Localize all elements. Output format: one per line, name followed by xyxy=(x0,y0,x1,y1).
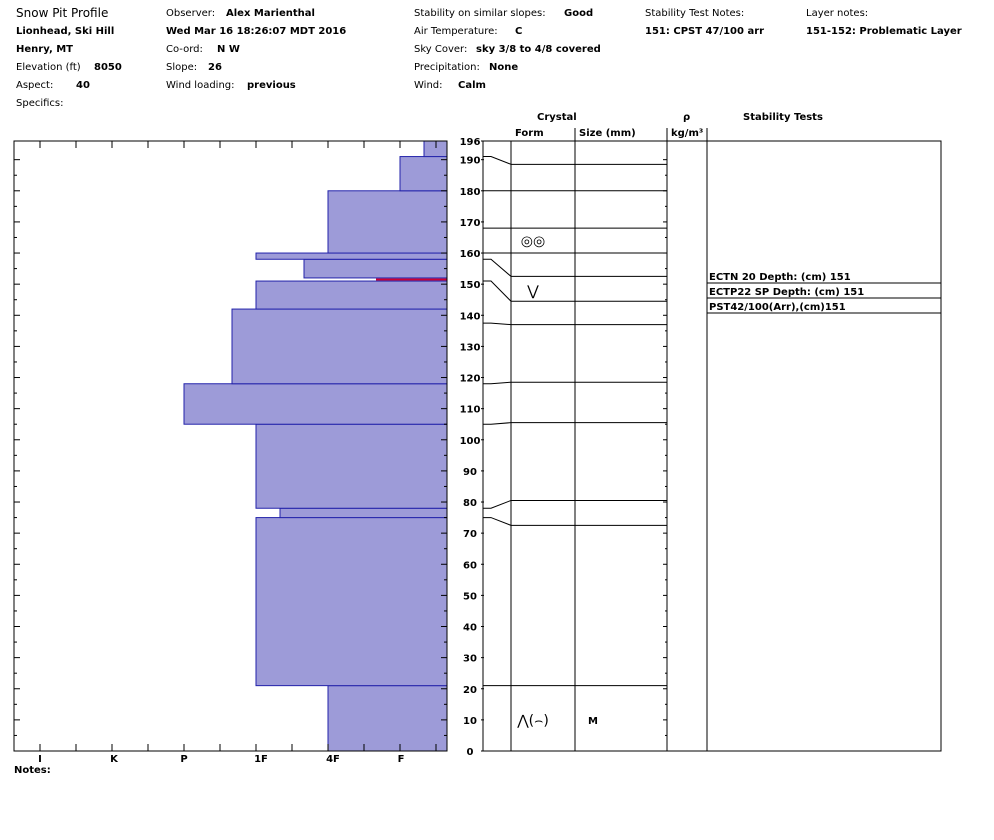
stability-test-text: PST42/100(Arr),(cm)151 xyxy=(709,302,846,313)
hardness-tick-label: K xyxy=(110,754,119,765)
density-unit: kg/m³ xyxy=(671,128,704,139)
location-text: Lionhead, Ski Hill xyxy=(16,26,115,37)
hardness-bar xyxy=(279,507,448,519)
stability-test-text: ECTP22 SP Depth: (cm) 151 xyxy=(709,287,864,298)
depth-label: 60 xyxy=(463,560,477,571)
crystal-header: Crystal xyxy=(537,112,577,123)
hardness-bar xyxy=(327,190,448,254)
stability-label: Stability on similar slopes: xyxy=(414,8,546,19)
slope-value: 26 xyxy=(208,62,222,73)
depth-label: 130 xyxy=(460,342,481,353)
depth-label: 30 xyxy=(463,654,477,665)
depth-label: 160 xyxy=(460,249,481,260)
aspect-label: Aspect: xyxy=(16,80,54,91)
coord-value: N W xyxy=(217,44,240,55)
layer-connector xyxy=(483,517,512,526)
sky-value: sky 3/8 to 4/8 covered xyxy=(476,44,601,55)
depth-label: 110 xyxy=(460,405,481,416)
slope-label: Slope: xyxy=(166,62,198,73)
hardness-bar xyxy=(327,685,448,752)
region-text: Henry, MT xyxy=(16,44,73,55)
stability-tests-header: Stability Tests xyxy=(743,112,823,123)
precip-label: Precipitation: xyxy=(414,62,480,73)
wind-label: Wind: xyxy=(414,80,443,91)
crystal-form: ◎◎ xyxy=(521,234,545,250)
hardness-tick-label: 1F xyxy=(254,754,268,765)
density-symbol: ρ xyxy=(683,112,691,123)
depth-label: 190 xyxy=(460,156,481,167)
sky-label: Sky Cover: xyxy=(414,44,468,55)
hardness-bar xyxy=(231,308,448,385)
depth-label: 10 xyxy=(463,716,477,727)
precip-value: None xyxy=(489,62,519,73)
observer-value: Alex Marienthal xyxy=(226,8,315,19)
layer-connector xyxy=(483,381,512,385)
hardness-tick-label: P xyxy=(180,754,187,765)
depth-label: 90 xyxy=(463,467,477,478)
aspect-value: 40 xyxy=(76,80,90,91)
size-header: Size (mm) xyxy=(579,128,636,139)
depth-label: 150 xyxy=(460,280,481,291)
hardness-tick-label: 4F xyxy=(326,754,340,765)
stability-notes-label: Stability Test Notes: xyxy=(645,8,745,19)
profile-table-frame xyxy=(482,140,942,752)
stability-test-text: ECTN 20 Depth: (cm) 151 xyxy=(709,272,851,283)
depth-label: 100 xyxy=(460,436,481,447)
depth-label: 120 xyxy=(460,374,481,385)
hardness-grid-frame xyxy=(13,140,448,752)
hardness-bar xyxy=(255,280,448,310)
layer-notes-label: Layer notes: xyxy=(806,8,869,19)
layer-connector xyxy=(483,422,512,425)
coord-label: Co-ord: xyxy=(166,44,203,55)
depth-label: 180 xyxy=(460,187,481,198)
depth-label: 20 xyxy=(463,685,477,696)
layer-connector xyxy=(483,280,512,302)
crystal-form: ⋁ xyxy=(526,283,539,299)
observer-label: Observer: xyxy=(166,8,216,19)
crystal-form: ⋀(⌢) xyxy=(516,713,549,729)
hardness-bar xyxy=(255,252,448,260)
specifics-label: Specifics: xyxy=(16,98,64,109)
page-title: Snow Pit Profile xyxy=(16,6,109,20)
hardness-tick-label: I xyxy=(38,754,42,765)
depth-label: 80 xyxy=(463,498,477,509)
wind-value: Calm xyxy=(458,80,486,91)
stability-value: Good xyxy=(564,8,594,19)
wind-loading-label: Wind loading: xyxy=(166,80,235,91)
air-temp-value: C xyxy=(515,26,523,37)
notes-label: Notes: xyxy=(14,765,51,776)
hardness-bar xyxy=(183,383,448,425)
layer-connector xyxy=(483,156,512,165)
layer-connector xyxy=(483,322,512,326)
crystal-size: M xyxy=(588,716,598,727)
depth-label: 50 xyxy=(463,591,477,602)
depth-label: 40 xyxy=(463,623,477,634)
elevation-label: Elevation (ft) xyxy=(16,62,81,73)
layer-connector xyxy=(483,258,512,277)
elevation-value: 8050 xyxy=(94,62,122,73)
depth-label: 170 xyxy=(460,218,481,229)
hardness-tick-label: F xyxy=(398,754,405,765)
depth-label: 70 xyxy=(463,529,477,540)
hardness-bar xyxy=(255,517,448,687)
form-header: Form xyxy=(515,128,544,139)
hardness-bar xyxy=(303,258,448,279)
depth-label: 196 xyxy=(460,137,481,148)
layer-notes-value: 151-152: Problematic Layer xyxy=(806,26,962,37)
hardness-bar xyxy=(255,423,448,509)
datetime-text: Wed Mar 16 18:26:07 MDT 2016 xyxy=(166,26,347,37)
layer-connector xyxy=(483,499,512,509)
depth-label: 0 xyxy=(467,747,474,758)
hardness-bar xyxy=(399,156,448,192)
wind-loading-value: previous xyxy=(247,80,296,91)
air-temp-label: Air Temperature: xyxy=(414,26,498,37)
depth-label: 140 xyxy=(460,311,481,322)
stability-notes-value: 151: CPST 47/100 arr xyxy=(645,26,765,37)
